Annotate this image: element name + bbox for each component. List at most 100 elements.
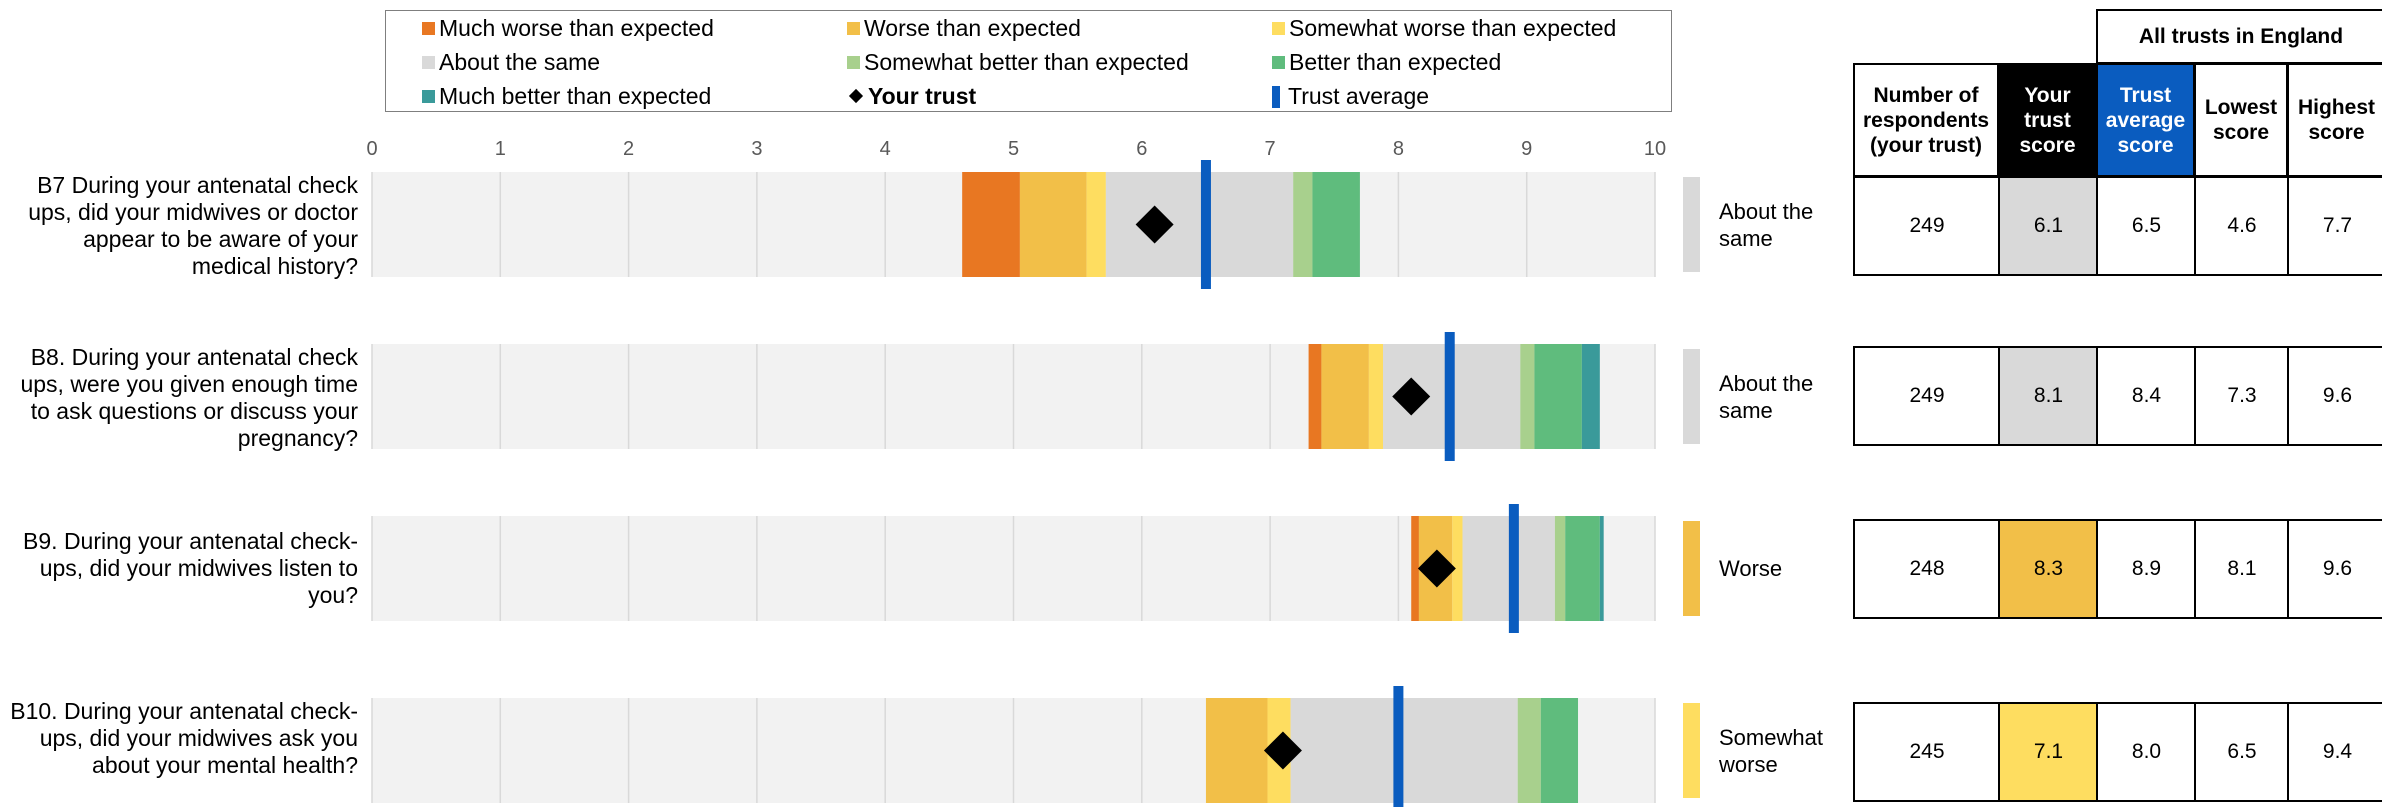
table-cell-trust-score: 6.1 bbox=[1998, 178, 2097, 274]
legend-label: Worse than expected bbox=[864, 15, 1081, 41]
legend-item: Your trust bbox=[847, 82, 976, 110]
legend-swatch bbox=[422, 90, 435, 103]
expected-range-band bbox=[1517, 698, 1541, 803]
expected-range-band bbox=[962, 172, 1020, 277]
question-label: B9. During your antenatal check-ups, did… bbox=[23, 528, 358, 608]
chart-plot: 0 1 2 3 4 5 6 7 8 9 10 bbox=[366, 138, 1700, 807]
legend-item: Much worse than expected bbox=[422, 14, 714, 42]
legend-item: Much better than expected bbox=[422, 82, 711, 110]
table-group-header: All trusts in England bbox=[2096, 9, 2382, 64]
expected-range-band bbox=[1086, 172, 1106, 277]
question-label: B7 During your antenatal check ups, did … bbox=[28, 172, 358, 279]
table-cell-trust-score: 8.1 bbox=[1998, 348, 2097, 444]
chart-legend: Much worse than expected Worse than expec… bbox=[385, 10, 1672, 112]
legend-swatch bbox=[1272, 56, 1285, 69]
table-cell-trust-score: 8.3 bbox=[1998, 521, 2097, 617]
table-cell-respondents: 248 bbox=[1853, 521, 1999, 617]
rating-label: Somewhat worse bbox=[1719, 724, 1823, 777]
table-cell-respondents: 249 bbox=[1853, 348, 1999, 444]
table-cell-respondents: 245 bbox=[1853, 704, 1999, 800]
legend-label: Your trust bbox=[868, 83, 977, 109]
expected-range-band bbox=[1312, 172, 1360, 277]
table-header-cell: Lowest score bbox=[2194, 63, 2288, 177]
expected-range-band bbox=[1581, 344, 1600, 449]
x-tick-label: 9 bbox=[1521, 138, 1532, 160]
table-cell-average: 8.0 bbox=[2096, 704, 2195, 800]
legend-label: Trust average bbox=[1288, 83, 1430, 109]
expected-range-band bbox=[1452, 516, 1463, 621]
rating-swatch bbox=[1683, 703, 1700, 798]
table-cell-lowest: 8.1 bbox=[2194, 521, 2288, 617]
expected-range-band bbox=[1205, 698, 1268, 803]
expected-range-band bbox=[1540, 698, 1579, 803]
rating-swatch bbox=[1683, 521, 1700, 616]
trust-average-marker bbox=[1508, 504, 1519, 633]
rating-label: About the same bbox=[1719, 198, 1814, 251]
table-cell-average: 6.5 bbox=[2096, 178, 2195, 274]
rating-swatch bbox=[1683, 349, 1700, 444]
question-label: B8. During your antenatal check ups, wer… bbox=[20, 344, 358, 451]
expected-range-band bbox=[1520, 344, 1535, 449]
your-trust-marker bbox=[1417, 549, 1456, 588]
table-header-cell: Your trust score bbox=[1998, 63, 2097, 177]
expected-range-band bbox=[1105, 172, 1294, 277]
x-tick-label: 5 bbox=[1008, 138, 1019, 160]
legend-label: Much better than expected bbox=[439, 83, 712, 109]
table-cell-lowest: 4.6 bbox=[2194, 178, 2288, 274]
legend-item: Trust average bbox=[1272, 82, 1429, 110]
table-cell-trust-score: 7.1 bbox=[1998, 704, 2097, 800]
table-row: 248 8.3 8.9 8.1 9.6 bbox=[1853, 519, 2382, 619]
expected-range-band bbox=[1290, 698, 1518, 803]
legend-label: Somewhat worse than expected bbox=[1289, 15, 1617, 41]
your-trust-marker bbox=[1263, 731, 1302, 770]
x-tick-label: 4 bbox=[880, 138, 891, 160]
expected-range-band bbox=[1293, 172, 1313, 277]
expected-range-band bbox=[1554, 516, 1566, 621]
table-cell-lowest: 7.3 bbox=[2194, 348, 2288, 444]
table-row: 249 6.1 6.5 4.6 7.7 bbox=[1853, 176, 2382, 276]
legend-swatch bbox=[422, 22, 435, 35]
x-tick-label: 10 bbox=[1644, 138, 1666, 160]
x-tick-label: 1 bbox=[495, 138, 506, 160]
rating-label: About the same bbox=[1719, 370, 1814, 423]
table-header-cell: Trust average score bbox=[2096, 63, 2195, 177]
table-cell-average: 8.4 bbox=[2096, 348, 2195, 444]
rating-swatch bbox=[1683, 177, 1700, 272]
legend-swatch bbox=[422, 56, 435, 69]
trust-average-marker bbox=[1393, 686, 1404, 807]
expected-range-band bbox=[1308, 344, 1322, 449]
legend-item: About the same bbox=[422, 48, 600, 76]
table-cell-respondents: 249 bbox=[1853, 178, 1999, 274]
trust-average-marker bbox=[1444, 332, 1455, 461]
table-row: 245 7.1 8.0 6.5 9.4 bbox=[1853, 702, 2382, 802]
expected-range-band bbox=[1534, 344, 1582, 449]
legend-label: Better than expected bbox=[1289, 49, 1502, 75]
legend-item: Somewhat worse than expected bbox=[1272, 14, 1616, 42]
expected-range-band bbox=[1599, 516, 1604, 621]
x-tick-label: 6 bbox=[1136, 138, 1147, 160]
legend-swatch bbox=[847, 56, 860, 69]
trust-average-marker bbox=[1200, 160, 1211, 289]
legend-label: Much worse than expected bbox=[439, 15, 714, 41]
table-cell-highest: 7.7 bbox=[2287, 178, 2382, 274]
expected-range-band bbox=[1462, 516, 1555, 621]
table-cell-average: 8.9 bbox=[2096, 521, 2195, 617]
table-cell-highest: 9.6 bbox=[2287, 348, 2382, 444]
expected-range-band bbox=[1368, 344, 1384, 449]
table-cell-highest: 9.4 bbox=[2287, 704, 2382, 800]
legend-label: Somewhat better than expected bbox=[864, 49, 1189, 75]
question-label: B10. During your antenatal check-ups, di… bbox=[10, 698, 358, 778]
legend-item: Somewhat better than expected bbox=[847, 48, 1189, 76]
legend-label: About the same bbox=[439, 49, 601, 75]
table-header-cell: Highest score bbox=[2287, 63, 2382, 177]
bar-icon bbox=[1272, 86, 1280, 108]
table-cell-highest: 9.6 bbox=[2287, 521, 2382, 617]
your-trust-marker bbox=[1135, 205, 1174, 244]
your-trust-marker bbox=[1392, 377, 1431, 416]
x-tick-label: 3 bbox=[751, 138, 762, 160]
expected-range-band bbox=[1321, 344, 1369, 449]
x-tick-label: 7 bbox=[1265, 138, 1276, 160]
table-header-cell: Number of respondents (your trust) bbox=[1853, 63, 1999, 177]
table-row: 249 8.1 8.4 7.3 9.6 bbox=[1853, 346, 2382, 446]
legend-item: Better than expected bbox=[1272, 48, 1501, 76]
